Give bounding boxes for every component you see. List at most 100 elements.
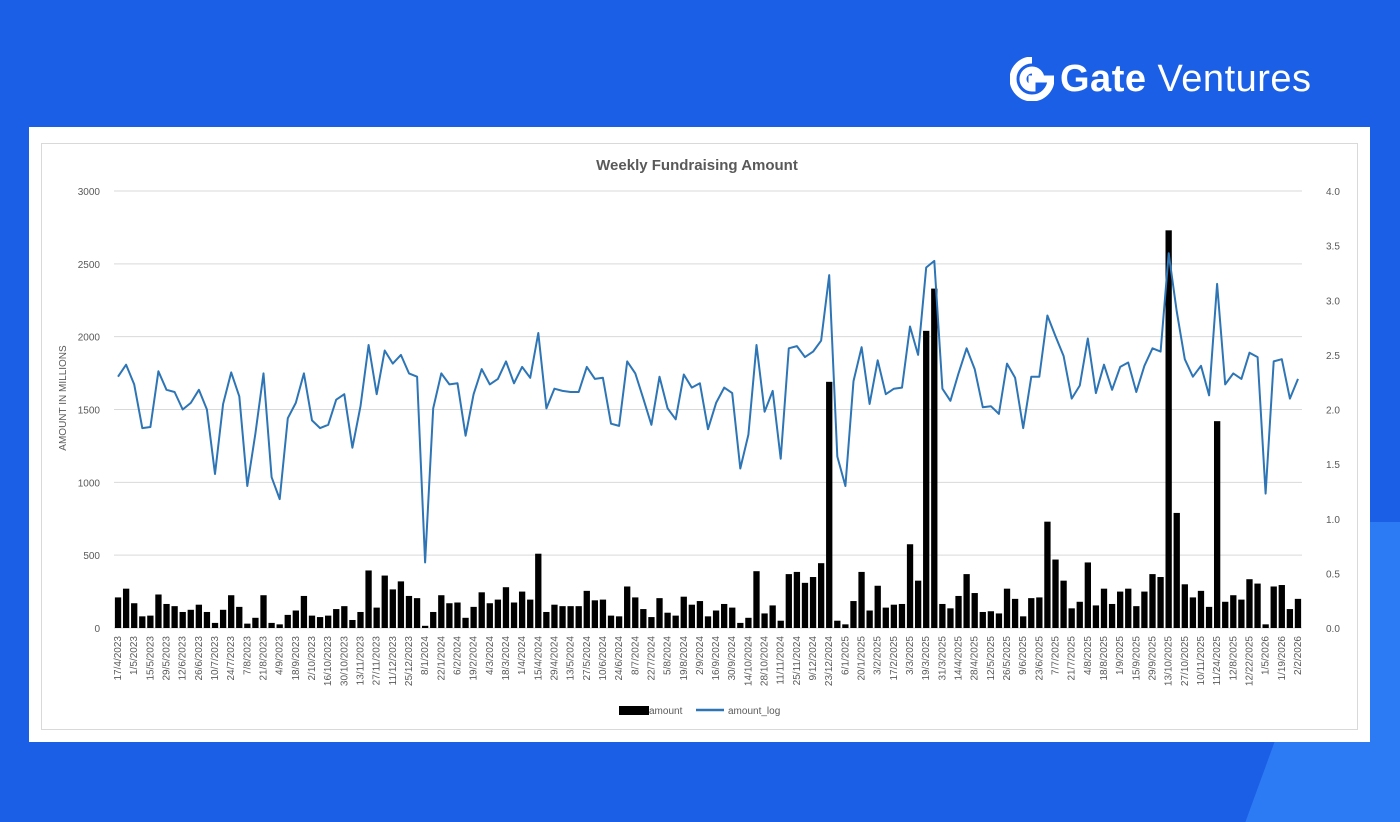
bar-amount: [729, 607, 736, 628]
bar-amount: [745, 617, 752, 628]
x-tick-label: 9/6/2025: [1018, 636, 1029, 675]
bar-amount: [1125, 588, 1132, 628]
bar-amount: [155, 594, 162, 628]
bar-amount: [761, 613, 768, 628]
bar-amount: [567, 606, 574, 628]
bar-amount: [696, 601, 704, 628]
x-tick-label: 3/2/2025: [873, 636, 884, 675]
bar-amount: [793, 571, 801, 628]
gridlines: [114, 190, 1302, 629]
x-tick-label: 2/9/2024: [695, 636, 706, 675]
bar-amount: [551, 604, 558, 628]
x-tick-label: 5/8/2024: [663, 636, 674, 675]
bar-amount: [510, 602, 518, 628]
y2-tick-label: 2.5: [1326, 351, 1340, 362]
bar-amount: [446, 603, 453, 628]
bar-amount: [341, 606, 348, 628]
right-axis-ticks: 0.0 0.5 1.0 1.5 2.0 2.5 3.0 3.5 4.0: [1326, 187, 1340, 635]
bar-amount: [381, 575, 388, 628]
y-tick-label: 0: [94, 624, 100, 635]
x-tick-label: 11/24/2025: [1212, 636, 1223, 686]
x-tick-label: 19/8/2024: [679, 636, 690, 681]
x-tick-label: 13/11/2023: [355, 636, 366, 686]
bar-amount: [373, 607, 380, 628]
bar-amount: [252, 617, 259, 628]
bar-amount: [1262, 624, 1269, 628]
bar-amount: [1011, 598, 1019, 628]
bar-amount: [421, 625, 429, 628]
y2-tick-label: 1.0: [1326, 515, 1340, 526]
brand-name-light: Ventures: [1157, 57, 1312, 100]
y2-tick-label: 0.5: [1326, 569, 1340, 580]
bar-amount: [470, 606, 477, 628]
x-tick-label: 15/4/2024: [533, 636, 544, 681]
y2-tick-label: 2.0: [1326, 406, 1340, 417]
bar-amount: [1254, 583, 1261, 628]
bar-amount: [1003, 588, 1011, 628]
bar-amount: [413, 598, 421, 628]
bar-amount: [842, 624, 849, 628]
x-tick-label: 17/2/2025: [889, 636, 900, 681]
x-tick-label: 29/4/2024: [549, 636, 560, 681]
bar-amount: [1149, 574, 1156, 628]
bar-amount: [721, 603, 728, 628]
bar-amount: [599, 599, 607, 628]
x-tick-label: 11/11/2024: [776, 636, 787, 685]
bar-series-amount: [114, 230, 1302, 628]
x-tick-label: 16/9/2024: [711, 636, 722, 681]
bar-amount: [963, 574, 970, 628]
bar-amount: [834, 620, 841, 628]
x-tick-label: 16/10/2023: [323, 636, 334, 686]
bar-amount: [236, 606, 243, 628]
gate-logo-icon: [1010, 57, 1054, 101]
x-tick-label: 1/9/2025: [1115, 636, 1126, 675]
x-tick-label: 14/10/2024: [743, 636, 754, 686]
bar-amount: [228, 595, 235, 628]
bar-amount: [979, 611, 986, 628]
x-tick-label: 7/8/2023: [242, 636, 253, 675]
bar-amount: [122, 588, 130, 628]
x-tick-label: 13/10/2025: [1164, 636, 1175, 686]
bar-amount: [1197, 590, 1205, 628]
y2-tick-label: 1.5: [1326, 460, 1340, 471]
bar-amount: [527, 599, 534, 628]
y-axis-label: AMOUNT IN MILLIONS: [58, 345, 69, 451]
bar-amount: [882, 607, 889, 628]
x-tick-label: 21/8/2023: [259, 636, 270, 681]
x-tick-label: 15/5/2023: [145, 636, 156, 681]
x-tick-label: 18/9/2023: [291, 636, 302, 681]
x-tick-label: 1/5/2026: [1261, 636, 1272, 675]
y-tick-label: 2500: [78, 260, 101, 271]
y2-tick-label: 0.0: [1326, 624, 1340, 635]
x-tick-label: 11/12/2023: [388, 636, 399, 686]
y-tick-label: 2000: [78, 333, 101, 344]
chart-legend: amount amount_log: [619, 706, 780, 717]
x-tick-label: 22/1/2024: [436, 636, 447, 681]
x-tick-label: 2/2/2026: [1293, 636, 1304, 675]
bar-amount: [914, 580, 922, 628]
x-tick-label: 1/19/2026: [1277, 636, 1288, 681]
bar-amount: [1068, 608, 1075, 628]
bar-amount: [211, 622, 219, 628]
x-tick-label: 23/12/2024: [824, 636, 835, 686]
bar-amount: [1117, 591, 1124, 628]
bar-amount: [607, 615, 615, 628]
bar-amount: [826, 381, 833, 628]
bar-amount: [1270, 586, 1277, 628]
x-tick-label: 24/6/2024: [614, 636, 625, 681]
x-tick-label: 18/8/2025: [1099, 636, 1110, 681]
x-tick-label: 3/3/2025: [905, 636, 916, 675]
bar-amount: [1222, 601, 1229, 628]
bar-amount: [801, 582, 809, 628]
bar-amount: [114, 597, 122, 628]
bar-amount: [866, 610, 873, 628]
x-tick-label: 8/7/2024: [630, 636, 641, 675]
bar-amount: [1060, 580, 1067, 628]
x-tick-label: 13/5/2024: [566, 636, 577, 681]
x-tick-label: 7/7/2025: [1051, 636, 1062, 675]
x-tick-label: 31/3/2025: [937, 636, 948, 681]
brand-name-bold: Gate: [1060, 57, 1147, 100]
bar-amount: [365, 570, 372, 628]
bar-amount: [785, 574, 792, 628]
x-tick-label: 14/4/2025: [954, 636, 965, 681]
